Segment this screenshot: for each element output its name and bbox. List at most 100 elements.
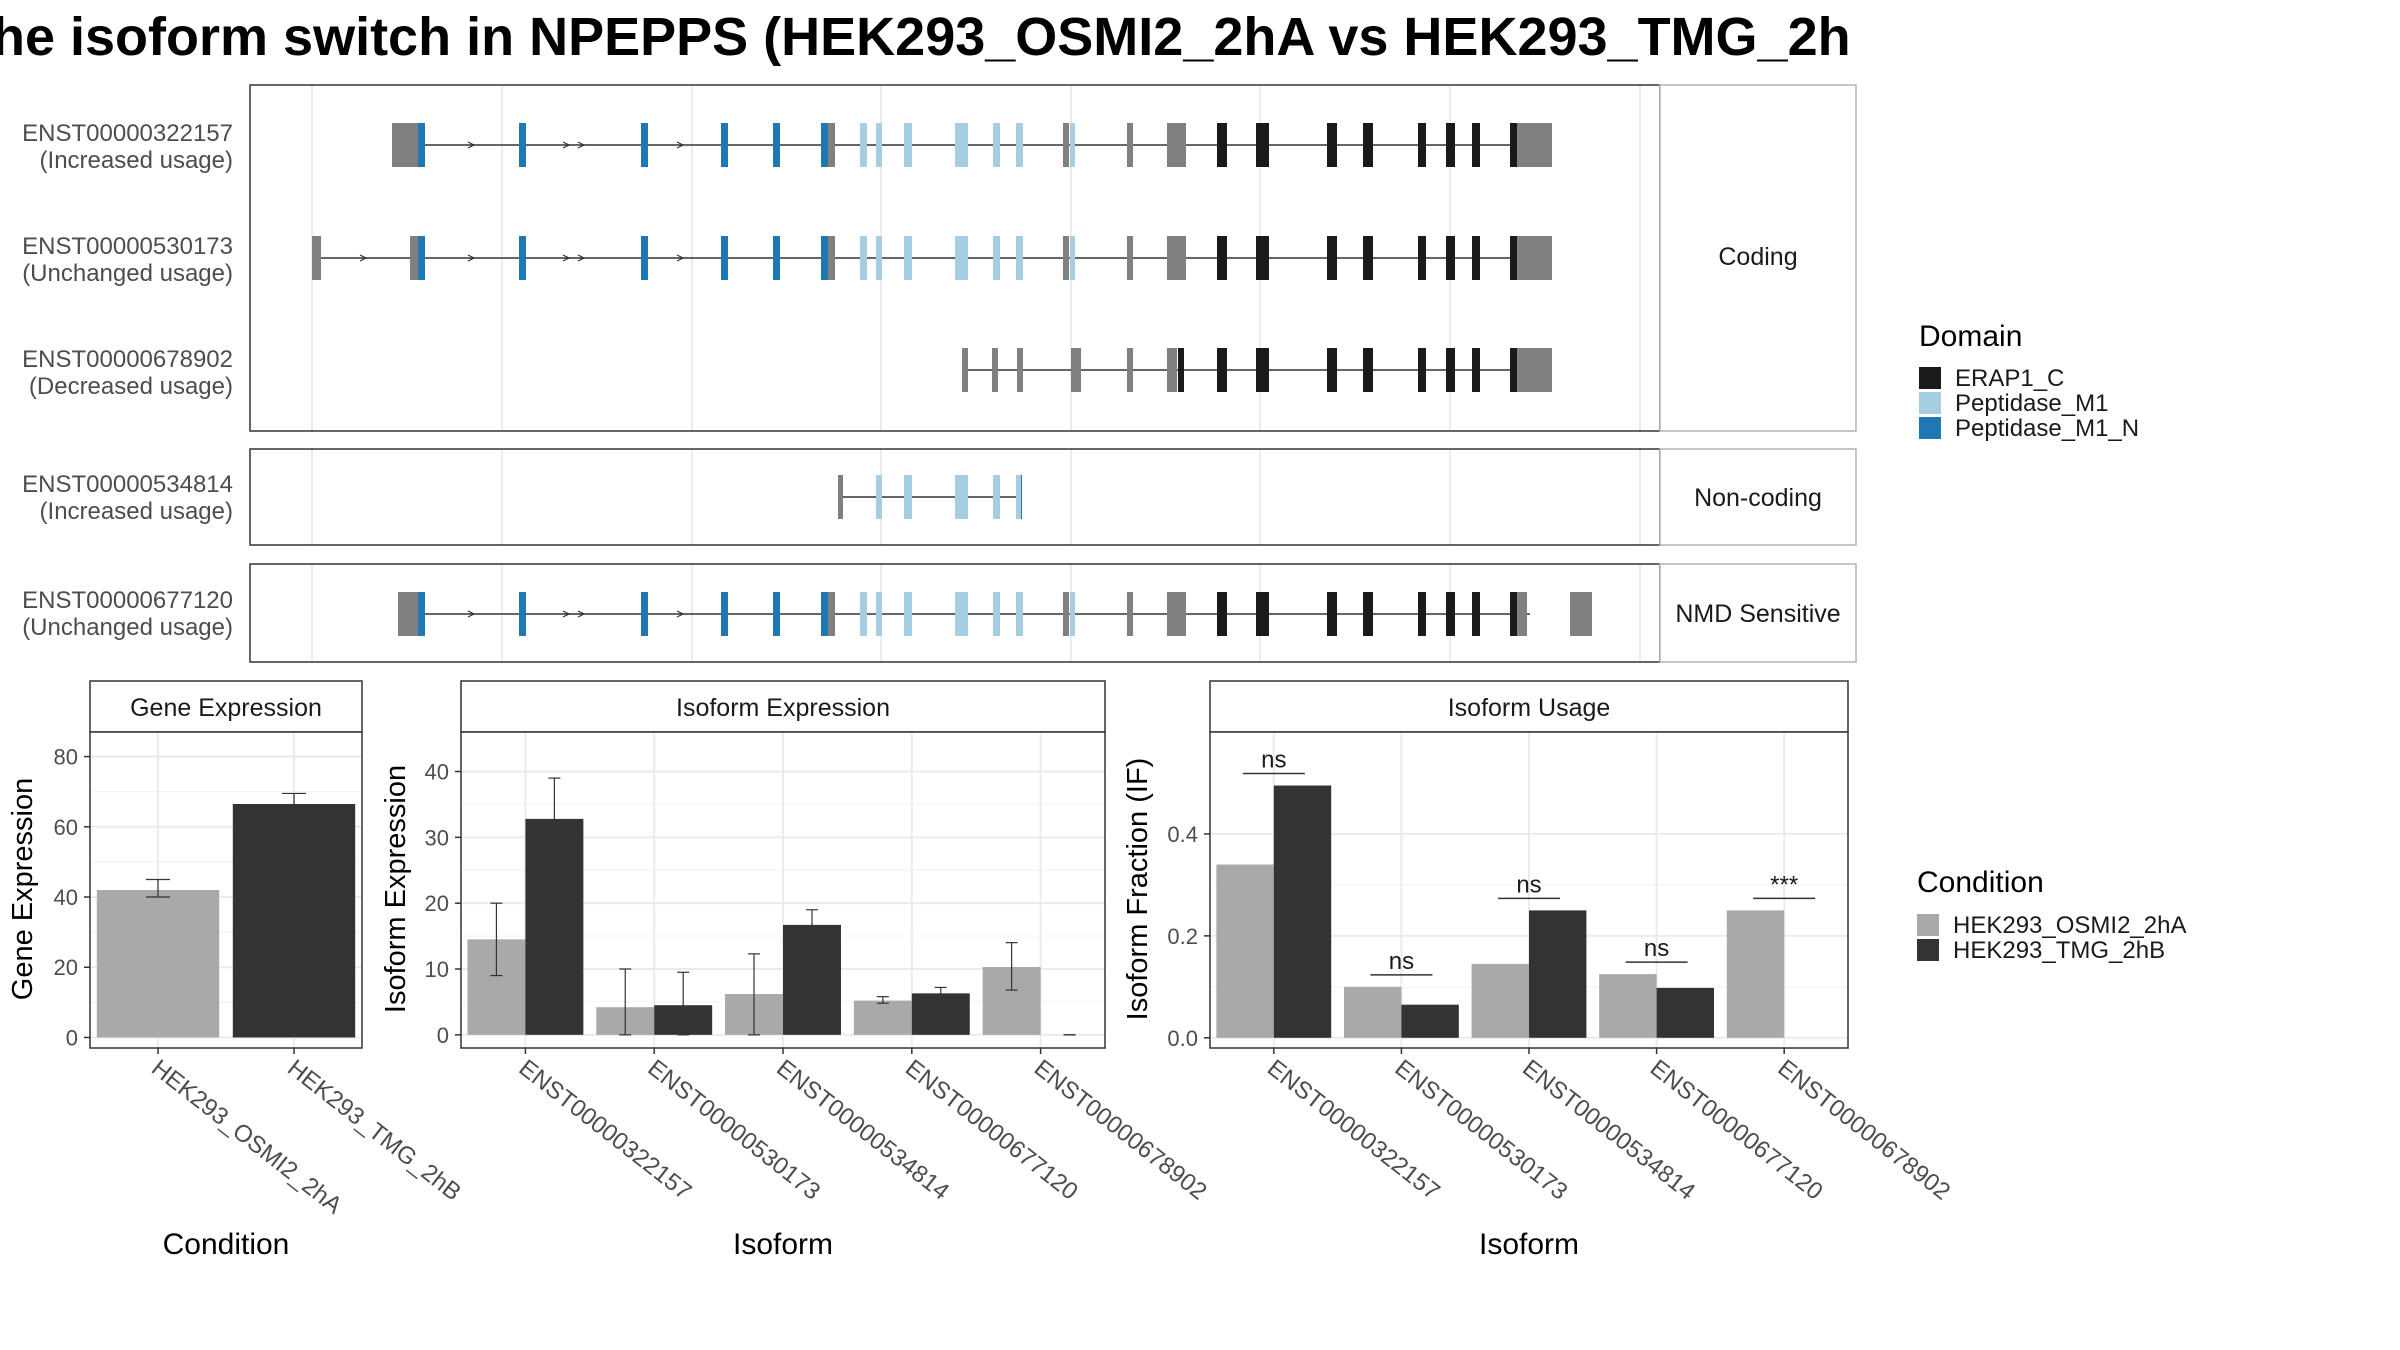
significance-label: ns — [1516, 871, 1541, 898]
transcript-status-label: (Unchanged usage) — [22, 614, 233, 641]
transcript-status-label: (Increased usage) — [40, 498, 233, 525]
strand-arrow — [467, 610, 476, 618]
domain-erap1-c — [1472, 236, 1480, 280]
panel-strip-title: Isoform Expression — [676, 694, 890, 722]
domain-peptidase-m1 — [876, 123, 882, 167]
domain-peptidase-m1 — [955, 475, 968, 519]
domain-peptidase-m1-n — [641, 123, 648, 167]
domain-erap1-c — [1256, 236, 1269, 280]
domain-peptidase-m1-n — [721, 123, 728, 167]
exon-block — [410, 236, 418, 280]
bar-charts: Gene Expression020406080HEK293_OSMI2_2hA… — [7, 680, 1955, 1261]
y-axis-title: Isoform Expression — [380, 765, 412, 1013]
bar — [232, 803, 356, 1038]
domain-erap1-c — [1510, 348, 1517, 392]
strip-label-nmd-sensitive: NMD Sensitive — [1675, 600, 1840, 628]
transcript-id-label: ENST00000530173 — [22, 233, 233, 260]
domain-peptidase-m1 — [955, 592, 968, 636]
y-tick-label: 40 — [54, 885, 78, 910]
strip-label-coding: Coding — [1718, 243, 1797, 271]
strand-arrow — [467, 141, 476, 149]
transcript-structure-plot — [249, 84, 1661, 663]
strand-arrow — [359, 254, 368, 262]
domain-peptidase-m1 — [1016, 236, 1023, 280]
domain-peptidase-m1 — [1016, 123, 1023, 167]
transcript-id-label: ENST00000322157 — [22, 120, 233, 147]
domain-erap1-c — [1363, 348, 1373, 392]
x-axis-title: Condition — [163, 1228, 290, 1261]
domain-peptidase-m1 — [904, 592, 912, 636]
domain-erap1-c — [1418, 236, 1426, 280]
strand-arrow — [562, 141, 571, 149]
domain-erap1-c — [1446, 348, 1455, 392]
strip-nmd-sensitive — [1659, 563, 1857, 663]
bar — [1726, 910, 1785, 1038]
domain-peptidase-m1-n — [418, 236, 425, 280]
domain-peptidase-m1 — [1070, 123, 1075, 167]
transcript-id-label: ENST00000677120 — [22, 587, 233, 614]
panel-strip-title: Isoform Usage — [1448, 694, 1611, 722]
y-tick-label: 0 — [437, 1023, 449, 1048]
domain-peptidase-m1 — [993, 592, 1000, 636]
exon-block — [838, 475, 843, 519]
bar — [783, 924, 841, 1035]
panel-border — [89, 731, 363, 1049]
exon-block — [1017, 348, 1023, 392]
domain-peptidase-m1 — [1070, 592, 1075, 636]
exon-block — [827, 123, 835, 167]
domain-peptidase-m1-n — [773, 592, 780, 636]
domain-erap1-c — [1217, 592, 1227, 636]
domain-peptidase-m1 — [860, 123, 867, 167]
domain-erap1-c — [1363, 592, 1373, 636]
domain-erap1-c — [1446, 236, 1455, 280]
exon-block — [1127, 348, 1133, 392]
domain-peptidase-m1 — [876, 236, 882, 280]
utr-block — [1570, 592, 1592, 636]
strip-label-non-coding: Non-coding — [1694, 484, 1822, 512]
bar — [1273, 785, 1332, 1038]
domain-erap1-c — [1510, 123, 1517, 167]
panel-strip — [89, 680, 363, 733]
utr-block — [398, 592, 416, 636]
significance-label: ns — [1261, 747, 1286, 774]
domain-erap1-c — [1472, 348, 1480, 392]
domain-erap1-c — [1363, 236, 1373, 280]
bar — [1216, 864, 1274, 1038]
domain-peptidase-m1-n — [773, 123, 780, 167]
domain-peptidase-m1-n — [773, 236, 780, 280]
y-tick-label: 0.2 — [1167, 924, 1198, 949]
domain-peptidase-m1-n — [721, 592, 728, 636]
exon-block — [1127, 123, 1133, 167]
domain-erap1-c — [1327, 348, 1337, 392]
domain-peptidase-m1-n — [641, 592, 648, 636]
domain-peptidase-m1-n — [641, 236, 648, 280]
utr-block — [1517, 123, 1552, 167]
domain-peptidase-m1 — [904, 236, 912, 280]
bar — [1343, 986, 1402, 1038]
transcript-status-label: (Unchanged usage) — [22, 260, 233, 287]
condition-legend: Condition HEK293_OSMI2_2hA HEK293_TMG_2h… — [1917, 866, 2186, 964]
domain-erap1-c — [1418, 123, 1426, 167]
domain-erap1-c — [1178, 348, 1184, 392]
legend-key-condition-a — [1917, 914, 1939, 936]
strand-arrow — [467, 254, 476, 262]
domain-erap1-c — [1510, 592, 1517, 636]
domain-peptidase-m1 — [993, 475, 1000, 519]
domain-erap1-c — [1418, 348, 1426, 392]
strand-arrow — [562, 610, 571, 618]
domain-peptidase-m1 — [1016, 475, 1021, 519]
domain-peptidase-m1 — [860, 592, 867, 636]
bar — [1401, 1004, 1459, 1038]
domain-peptidase-m1 — [904, 475, 912, 519]
legend-label-peptidase-m1: Peptidase_M1 — [1955, 390, 2108, 417]
utr-block — [1517, 348, 1552, 392]
bar — [1599, 974, 1657, 1038]
legend-label-erap1-c: ERAP1_C — [1955, 365, 2064, 392]
domain-peptidase-m1 — [993, 236, 1000, 280]
legend-key-peptidase-m1 — [1919, 392, 1941, 414]
y-tick-label: 20 — [54, 955, 78, 980]
significance-label: ns — [1644, 935, 1669, 962]
domain-peptidase-m1 — [876, 475, 882, 519]
strip-non-coding — [1659, 448, 1857, 546]
